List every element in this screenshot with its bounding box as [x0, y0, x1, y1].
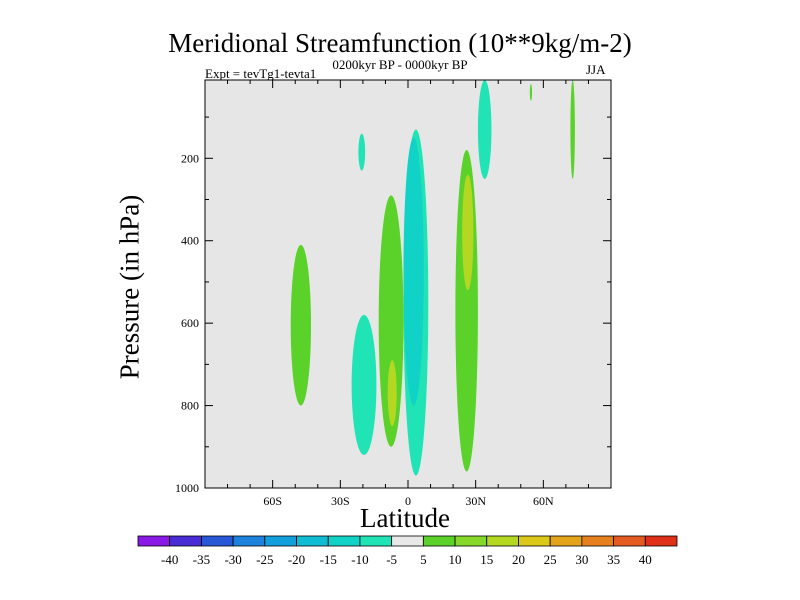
colorbar-label-10: 15 — [480, 552, 493, 567]
colorbar-legend: -40 -35 -30 -25 -20 -15 -10 -5 5 10 15 20 25 30 35 40 — [137, 535, 678, 567]
colorbar-swatch-16 — [644, 535, 678, 547]
colorbar-swatch-5 — [296, 535, 329, 547]
colorbar-label-9: 10 — [449, 552, 462, 567]
colorbar-label-15: 40 — [639, 552, 652, 567]
x-tick-label-3: 30N — [465, 494, 486, 508]
y-tick-label-1: 400 — [181, 234, 199, 248]
colorbar-swatch-9 — [422, 535, 456, 547]
colorbar-swatch-12 — [518, 535, 551, 547]
colorbar-label-7: -5 — [386, 552, 397, 567]
colorbar-label-13: 30 — [575, 552, 588, 567]
positive-cell-6 — [378, 195, 404, 447]
colorbar-label-2: -30 — [224, 552, 241, 567]
colorbar-swatch-6 — [327, 535, 361, 547]
colorbar-label-12: 25 — [544, 552, 557, 567]
positive-cell-11 — [570, 80, 575, 179]
contour-layer — [290, 80, 575, 476]
colorbar-label-6: -10 — [351, 552, 368, 567]
colorbar-label-14: 35 — [607, 552, 620, 567]
y-tick-label-2: 600 — [181, 316, 199, 330]
x-axis-label: Latitude — [360, 503, 450, 533]
negative-cell-3 — [403, 137, 424, 406]
colorbar-label-8: 5 — [420, 552, 427, 567]
axes: 60S 30S 0 30N 60N 200 400 600 800 1000 — [175, 80, 611, 508]
negative-cell-4 — [477, 80, 492, 179]
colorbar-swatch-8 — [391, 535, 424, 547]
y-tick-label-4: 1000 — [175, 481, 199, 495]
period-label: 0200kyr BP - 0000kyr BP — [332, 57, 468, 72]
x-tick-label-4: 60N — [533, 494, 554, 508]
negative-cell-0 — [358, 133, 366, 171]
colorbar-label-1: -35 — [193, 552, 210, 567]
colorbar-swatch-0 — [137, 535, 171, 547]
colorbar-swatch-15 — [613, 535, 646, 547]
colorbar-swatch-2 — [201, 535, 234, 547]
positive-cell-7 — [387, 360, 397, 427]
colorbar-label-0: -40 — [161, 552, 178, 567]
positive-cell-10 — [529, 84, 533, 101]
colorbar-swatch-7 — [359, 535, 393, 547]
colorbar-swatch-4 — [264, 535, 297, 547]
colorbar-swatch-1 — [169, 535, 202, 547]
positive-cell-5 — [290, 244, 312, 406]
chart-title: Meridional Streamfunction (10**9kg/m-2) — [168, 28, 632, 58]
y-axis-label: Pressure (in hPa) — [114, 194, 145, 380]
negative-cell-1 — [351, 314, 377, 456]
x-tick-label-1: 30S — [331, 494, 350, 508]
y-tick-label-3: 800 — [181, 399, 199, 413]
y-tick-label-0: 200 — [181, 151, 199, 165]
x-tick-label-0: 60S — [263, 494, 282, 508]
colorbar-label-4: -20 — [288, 552, 305, 567]
colorbar-label-11: 20 — [512, 552, 525, 567]
colorbar-label-3: -25 — [256, 552, 273, 567]
experiment-label: Expt = tevTg1-tevta1 — [205, 66, 317, 81]
colorbar-swatch-3 — [232, 535, 266, 547]
colorbar-swatch-13 — [549, 535, 583, 547]
positive-cell-9 — [462, 174, 474, 291]
colorbar-swatch-10 — [454, 535, 488, 547]
season-label: JJA — [586, 62, 606, 77]
colorbar-swatch-11 — [486, 535, 519, 547]
colorbar-label-5: -15 — [320, 552, 337, 567]
colorbar-swatch-14 — [581, 535, 614, 547]
x-tick-label-2: 0 — [405, 494, 411, 508]
